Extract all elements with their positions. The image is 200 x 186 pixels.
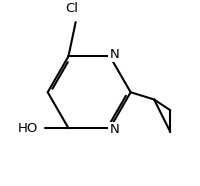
Text: N: N — [110, 124, 119, 137]
Text: Cl: Cl — [66, 2, 79, 15]
Text: HO: HO — [17, 122, 38, 135]
Text: N: N — [110, 48, 119, 61]
